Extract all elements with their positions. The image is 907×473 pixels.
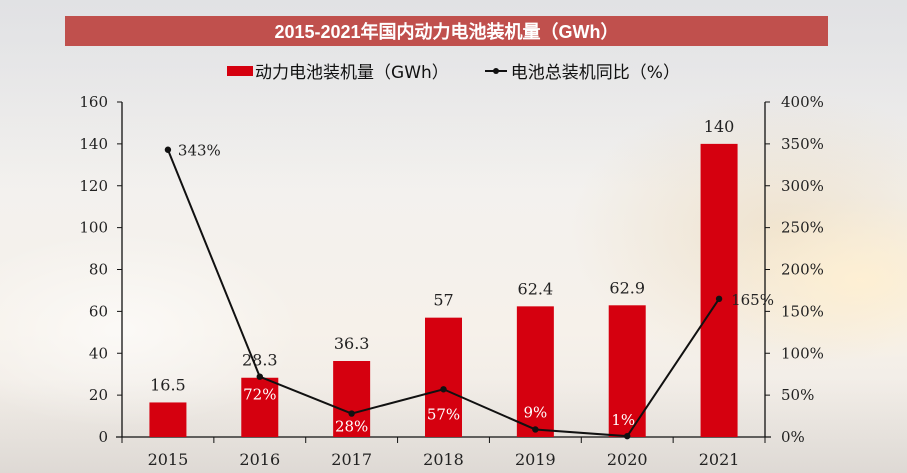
x-tick-label: 2020 xyxy=(607,450,648,469)
left-tick-label: 140 xyxy=(79,135,108,153)
chart-title: 2015-2021年国内动力电池装机量（GWh） xyxy=(65,16,828,46)
bar-value-label: 36.3 xyxy=(334,334,370,353)
legend-line-label: 电池总装机同比（%） xyxy=(510,63,680,83)
x-tick-label: 2015 xyxy=(148,450,189,469)
yoy-point xyxy=(440,386,447,393)
bar-value-label: 57 xyxy=(433,291,453,310)
bar xyxy=(516,306,554,437)
bar xyxy=(333,360,371,437)
right-tick-label: 100% xyxy=(781,344,824,362)
yoy-point xyxy=(715,295,723,303)
bar xyxy=(608,305,646,437)
yoy-value-label: 343% xyxy=(178,142,221,160)
legend-item-bar: 动力电池装机量（GWh） xyxy=(227,58,449,83)
yoy-point xyxy=(624,432,631,440)
yoy-value-label: 72% xyxy=(243,386,276,404)
right-tick-label: 400% xyxy=(781,93,824,111)
bar-value-label: 16.5 xyxy=(150,375,186,394)
yoy-value-label: 165% xyxy=(731,291,774,309)
legend-line-swatch xyxy=(484,67,507,74)
left-tick-label: 100 xyxy=(79,219,108,237)
x-tick-label: 2017 xyxy=(331,450,372,469)
yoy-point xyxy=(256,373,263,380)
bar-value-label: 140 xyxy=(704,117,735,136)
right-tick-label: 300% xyxy=(781,177,824,195)
bar-value-label: 62.4 xyxy=(518,279,554,298)
yoy-point xyxy=(348,410,355,417)
right-tick-label: 200% xyxy=(781,261,824,279)
x-tick-label: 2018 xyxy=(423,450,464,469)
chart-title-text: 2015-2021年国内动力电池装机量（GWh） xyxy=(274,22,619,42)
yoy-point xyxy=(532,426,539,433)
bar xyxy=(700,143,738,437)
left-tick-label: 0 xyxy=(98,428,108,446)
legend: 动力电池装机量（GWh） 电池总装机同比（%） xyxy=(0,58,907,83)
left-tick-label: 20 xyxy=(89,386,108,404)
yoy-point xyxy=(164,146,172,153)
right-tick-label: 0% xyxy=(781,428,805,446)
yoy-value-label: 57% xyxy=(427,405,460,423)
bar xyxy=(425,317,462,437)
left-tick-label: 40 xyxy=(89,344,108,362)
yoy-value-label: 28% xyxy=(335,418,368,436)
x-tick-label: 2016 xyxy=(239,450,280,469)
right-tick-label: 150% xyxy=(781,302,824,320)
bar-value-label: 28.3 xyxy=(242,351,278,370)
legend-bar-label: 动力电池装机量（GWh） xyxy=(255,63,449,83)
bar xyxy=(149,402,187,437)
legend-bar-swatch xyxy=(227,65,254,76)
left-tick-label: 80 xyxy=(89,261,108,279)
legend-item-line: 电池总装机同比（%） xyxy=(484,58,680,83)
yoy-value-label: 1% xyxy=(611,411,635,429)
right-tick-label: 350% xyxy=(781,135,824,153)
bar xyxy=(241,377,279,437)
left-tick-label: 120 xyxy=(79,177,108,195)
bar-value-label: 62.9 xyxy=(609,278,645,297)
x-tick-label: 2019 xyxy=(515,450,556,469)
right-tick-label: 250% xyxy=(781,219,824,237)
right-tick-label: 50% xyxy=(781,386,814,404)
yoy-value-label: 9% xyxy=(523,403,547,421)
left-tick-label: 60 xyxy=(89,302,108,320)
x-tick-label: 2021 xyxy=(699,450,740,469)
left-tick-label: 160 xyxy=(79,93,108,111)
